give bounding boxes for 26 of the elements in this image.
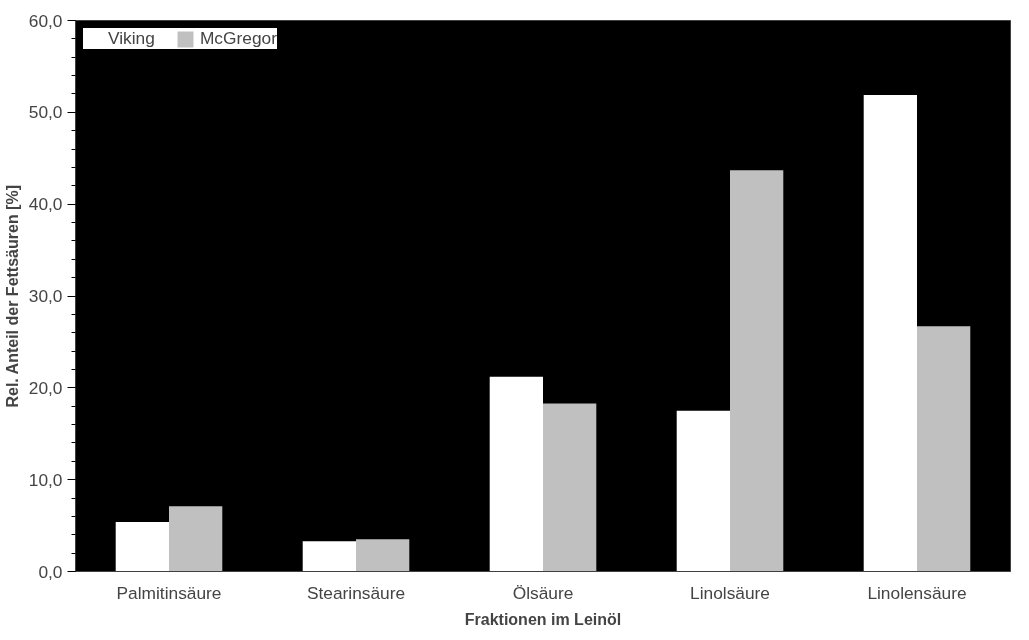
y-axis-title: Rel. Anteil der Fettsäuren [%] <box>3 185 21 408</box>
bar <box>730 170 784 572</box>
x-tick-label: Ölsäure <box>512 582 574 603</box>
text: Viking <box>108 28 155 49</box>
y-tick-label: 30,0 <box>28 286 63 306</box>
bar <box>543 403 597 572</box>
x-axis-title: Fraktionen im Leinöl <box>464 610 622 628</box>
y-tick-label: 50,0 <box>28 102 63 123</box>
y-tick-label: 40,0 <box>28 194 63 215</box>
y-tick-label: 20,0 <box>28 377 63 398</box>
legend-label: McGregor <box>199 28 277 49</box>
bar <box>489 376 543 572</box>
bar <box>356 539 410 572</box>
x-tick-label: Palmitinsäure <box>116 582 222 603</box>
bar <box>169 506 223 572</box>
x-tick-label: Linolsäure <box>690 582 770 603</box>
bar <box>115 521 169 572</box>
y-tick-label: 60,0 <box>28 10 63 31</box>
y-tick-label: 0,0 <box>38 561 63 582</box>
bar <box>863 94 917 572</box>
bar <box>917 326 971 572</box>
bar <box>676 410 730 572</box>
y-tick-label: 10,0 <box>28 469 63 490</box>
bar <box>302 541 356 572</box>
x-tick-label: Linolensäure <box>867 582 967 603</box>
x-tick-label: Stearinsäure <box>306 582 406 603</box>
